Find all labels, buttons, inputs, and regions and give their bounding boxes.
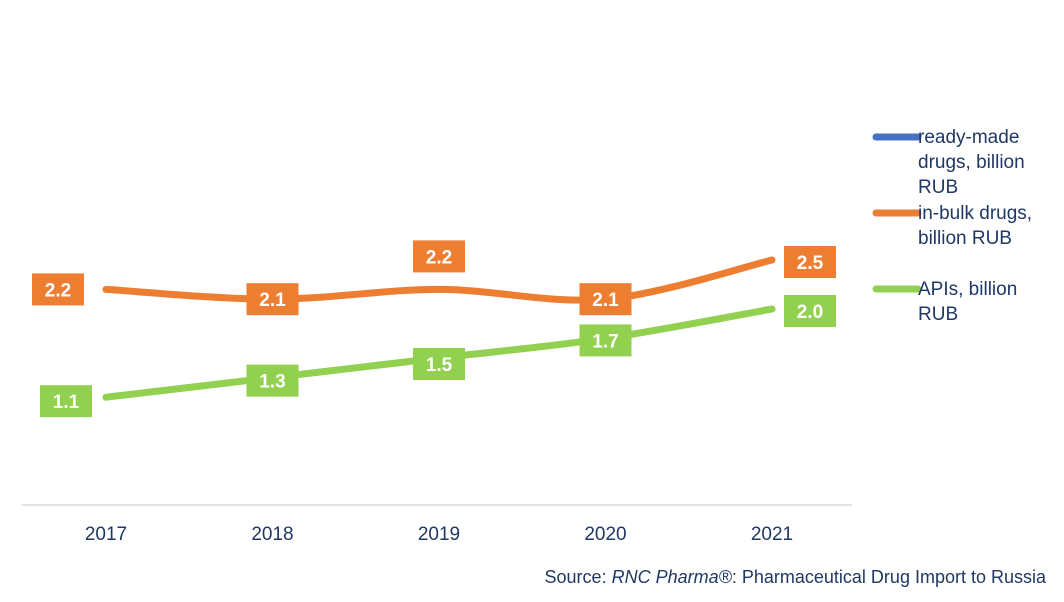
data-label-text: 2.1 (592, 290, 619, 311)
source-prefix: Source: (544, 567, 612, 587)
data-label-in-bulk-drugs-2017: 2.2 (32, 273, 84, 306)
data-labels: 13.913.518.010.818.52.22.12.22.12.51.11.… (32, 240, 836, 418)
data-label-apis-2019: 1.5 (413, 348, 465, 380)
legend-item-apis: APIs, billion RUB (872, 279, 1017, 325)
legend-label: in-bulk drugs, billion RUB (918, 203, 1032, 249)
source-suffix: : Pharmaceutical Drug Import to Russia (731, 567, 1046, 587)
data-label-box (32, 273, 84, 306)
series-line-in-bulk-drugs (102, 256, 776, 304)
x-tick-2019: 2019 (418, 524, 460, 545)
data-label-text: 2.2 (45, 280, 71, 301)
legend-item-in-bulk-drugs: in-bulk drugs, billion RUB (872, 203, 1032, 249)
data-label-text: 1.7 (592, 331, 618, 352)
data-label-text: 2.1 (259, 290, 286, 311)
data-label-text: 1.1 (53, 392, 80, 413)
data-label-box (40, 385, 92, 418)
data-label-box (413, 348, 465, 380)
data-label-text: 1.3 (259, 372, 285, 393)
data-label-box (579, 283, 632, 316)
data-label-text: 2.5 (797, 253, 824, 274)
data-label-in-bulk-drugs-2020: 2.1 (579, 283, 632, 316)
data-label-apis-2020: 1.7 (579, 324, 632, 357)
legend: ready-made drugs, billion RUB in-bulk drugs… (872, 127, 1032, 325)
data-label-text: 2.2 (426, 247, 452, 268)
data-label-in-bulk-drugs-2018: 2.1 (246, 283, 299, 316)
data-label-box (784, 295, 836, 327)
series-lines (102, 256, 776, 401)
source-note: Source: RNC Pharma®: Pharmaceutical Drug… (545, 567, 1046, 588)
data-label-in-bulk-drugs-2019: 2.2 (413, 240, 465, 273)
line-chart: 13.913.518.010.818.52.22.12.22.12.51.11.… (22, 127, 1032, 545)
x-tick-2018: 2018 (251, 524, 293, 545)
x-tick-2020: 2020 (584, 524, 626, 545)
legend-item-ready-made-drugs: ready-made drugs, billion RUB (872, 127, 1025, 198)
legend-label: ready-made drugs, billion RUB (918, 127, 1025, 198)
data-label-text: 1.5 (426, 355, 453, 376)
data-label-apis-2021: 2.0 (784, 295, 836, 327)
x-tick-labels: 2017 2018 2019 2020 2021 (85, 524, 793, 545)
x-tick-2017: 2017 (85, 524, 127, 545)
x-tick-2021: 2021 (751, 524, 793, 545)
source-brand: RNC Pharma® (611, 567, 732, 587)
data-label-apis-2018: 1.3 (246, 364, 299, 397)
data-label-box (413, 240, 465, 273)
data-label-in-bulk-drugs-2021: 2.5 (784, 246, 836, 278)
data-label-box (246, 364, 299, 397)
data-label-box (246, 283, 299, 316)
data-label-apis-2017: 1.1 (40, 385, 92, 418)
data-label-text: 2.0 (797, 302, 823, 323)
legend-label: APIs, billion RUB (918, 279, 1017, 325)
data-label-box (784, 246, 836, 278)
data-label-box (579, 324, 632, 357)
